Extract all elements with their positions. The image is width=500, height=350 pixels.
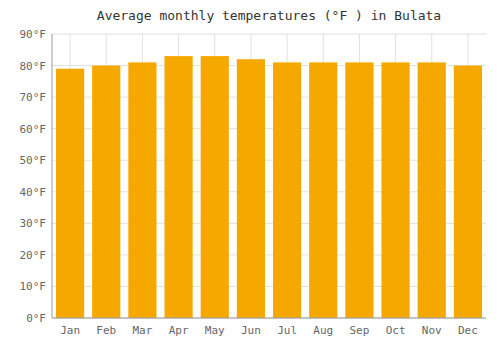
title: Average monthly temperatures (°F ) in Bu… (97, 8, 441, 23)
y-grid-line (52, 318, 486, 319)
bar (201, 56, 229, 318)
bar (381, 62, 409, 318)
y-tick-label: 90°F (20, 28, 47, 41)
x-tick-label: Jun (241, 324, 261, 337)
bar (164, 56, 192, 318)
bar (128, 62, 156, 318)
y-tick-label: 50°F (20, 154, 47, 167)
x-tick-label: Mar (132, 324, 152, 337)
chart-container: Average monthly temperatures (°F ) in Bu… (0, 0, 500, 350)
y-tick-label: 70°F (20, 91, 47, 104)
x-tick-label: Oct (386, 324, 406, 337)
x-axis-line (52, 318, 486, 319)
x-tick-label: Jul (277, 324, 297, 337)
x-tick-label: Apr (169, 324, 189, 337)
y-tick-label: 10°F (20, 280, 47, 293)
bar (56, 69, 84, 318)
x-tick-label: Nov (422, 324, 442, 337)
x-tick-label: Sep (349, 324, 369, 337)
y-tick-label: 20°F (20, 249, 47, 262)
x-tick-label: Jan (60, 324, 80, 337)
x-tick-label: May (205, 324, 225, 337)
y-grid-line (52, 34, 486, 35)
bar (309, 62, 337, 318)
y-tick-label: 80°F (20, 60, 47, 73)
y-tick-label: 40°F (20, 186, 47, 199)
x-tick-label: Aug (313, 324, 333, 337)
bar (454, 66, 482, 318)
y-axis-line (52, 34, 53, 318)
y-tick-label: 60°F (20, 123, 47, 136)
bar (92, 66, 120, 318)
x-tick-label: Dec (458, 324, 478, 337)
bar (273, 62, 301, 318)
grid (52, 34, 486, 318)
y-tick-label: 30°F (20, 217, 47, 230)
bar (237, 59, 265, 318)
y-tick-label: 0°F (26, 312, 46, 325)
chart: Average monthly temperatures (°F ) in Bu… (0, 0, 500, 350)
bar (345, 62, 373, 318)
x-tick-label: Feb (96, 324, 116, 337)
bar (418, 62, 446, 318)
bars (56, 56, 482, 318)
